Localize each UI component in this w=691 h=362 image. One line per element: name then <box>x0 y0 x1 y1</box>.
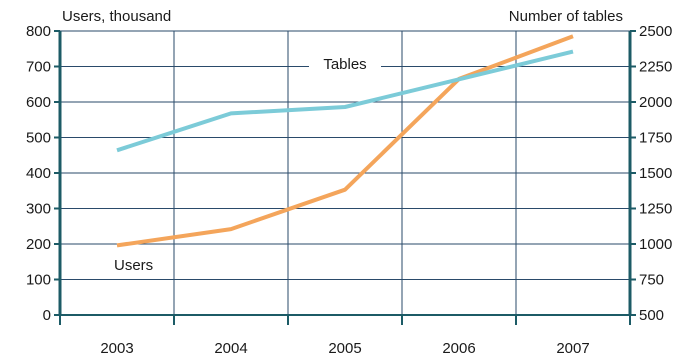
right-tick-label: 1750 <box>639 130 672 147</box>
left-tick-label: 800 <box>26 23 51 40</box>
left-tick-label: 700 <box>26 59 51 76</box>
left-tick-label: 400 <box>26 165 51 182</box>
left-tick-label: 600 <box>26 94 51 111</box>
series-line-tables <box>116 49 574 153</box>
left-tick-label: 0 <box>43 307 51 324</box>
series-lines <box>116 34 574 248</box>
right-tick-label: 2500 <box>639 23 672 40</box>
right-tick-label: 1500 <box>639 165 672 182</box>
right-axis-title: Number of tables <box>509 8 623 25</box>
series-label-bg-tables <box>309 53 381 74</box>
series-label-users: Users <box>114 257 153 274</box>
left-tick-label: 200 <box>26 236 51 253</box>
right-tick-label: 500 <box>639 307 664 324</box>
right-tick-label: 2250 <box>639 59 672 76</box>
labels: Users, thousand Number of tables 0 100 200… <box>26 8 672 357</box>
grid <box>60 30 630 315</box>
x-tick-label: 2003 <box>100 340 133 357</box>
right-tick-label: 1250 <box>639 201 672 218</box>
right-tick-label: 1000 <box>639 236 672 253</box>
left-tick-label: 300 <box>26 201 51 218</box>
x-tick-label: 2005 <box>328 340 361 357</box>
series-label-tables: Tables <box>323 56 366 73</box>
x-tick-label: 2006 <box>442 340 475 357</box>
series-line-users <box>116 34 574 248</box>
right-tick-label: 2000 <box>639 94 672 111</box>
left-tick-label: 500 <box>26 130 51 147</box>
axes <box>54 30 636 325</box>
right-tick-label: 750 <box>639 272 664 289</box>
x-tick-label: 2007 <box>556 340 589 357</box>
x-tick-label: 2004 <box>214 340 247 357</box>
left-axis-title: Users, thousand <box>62 8 171 25</box>
left-tick-label: 100 <box>26 272 51 289</box>
